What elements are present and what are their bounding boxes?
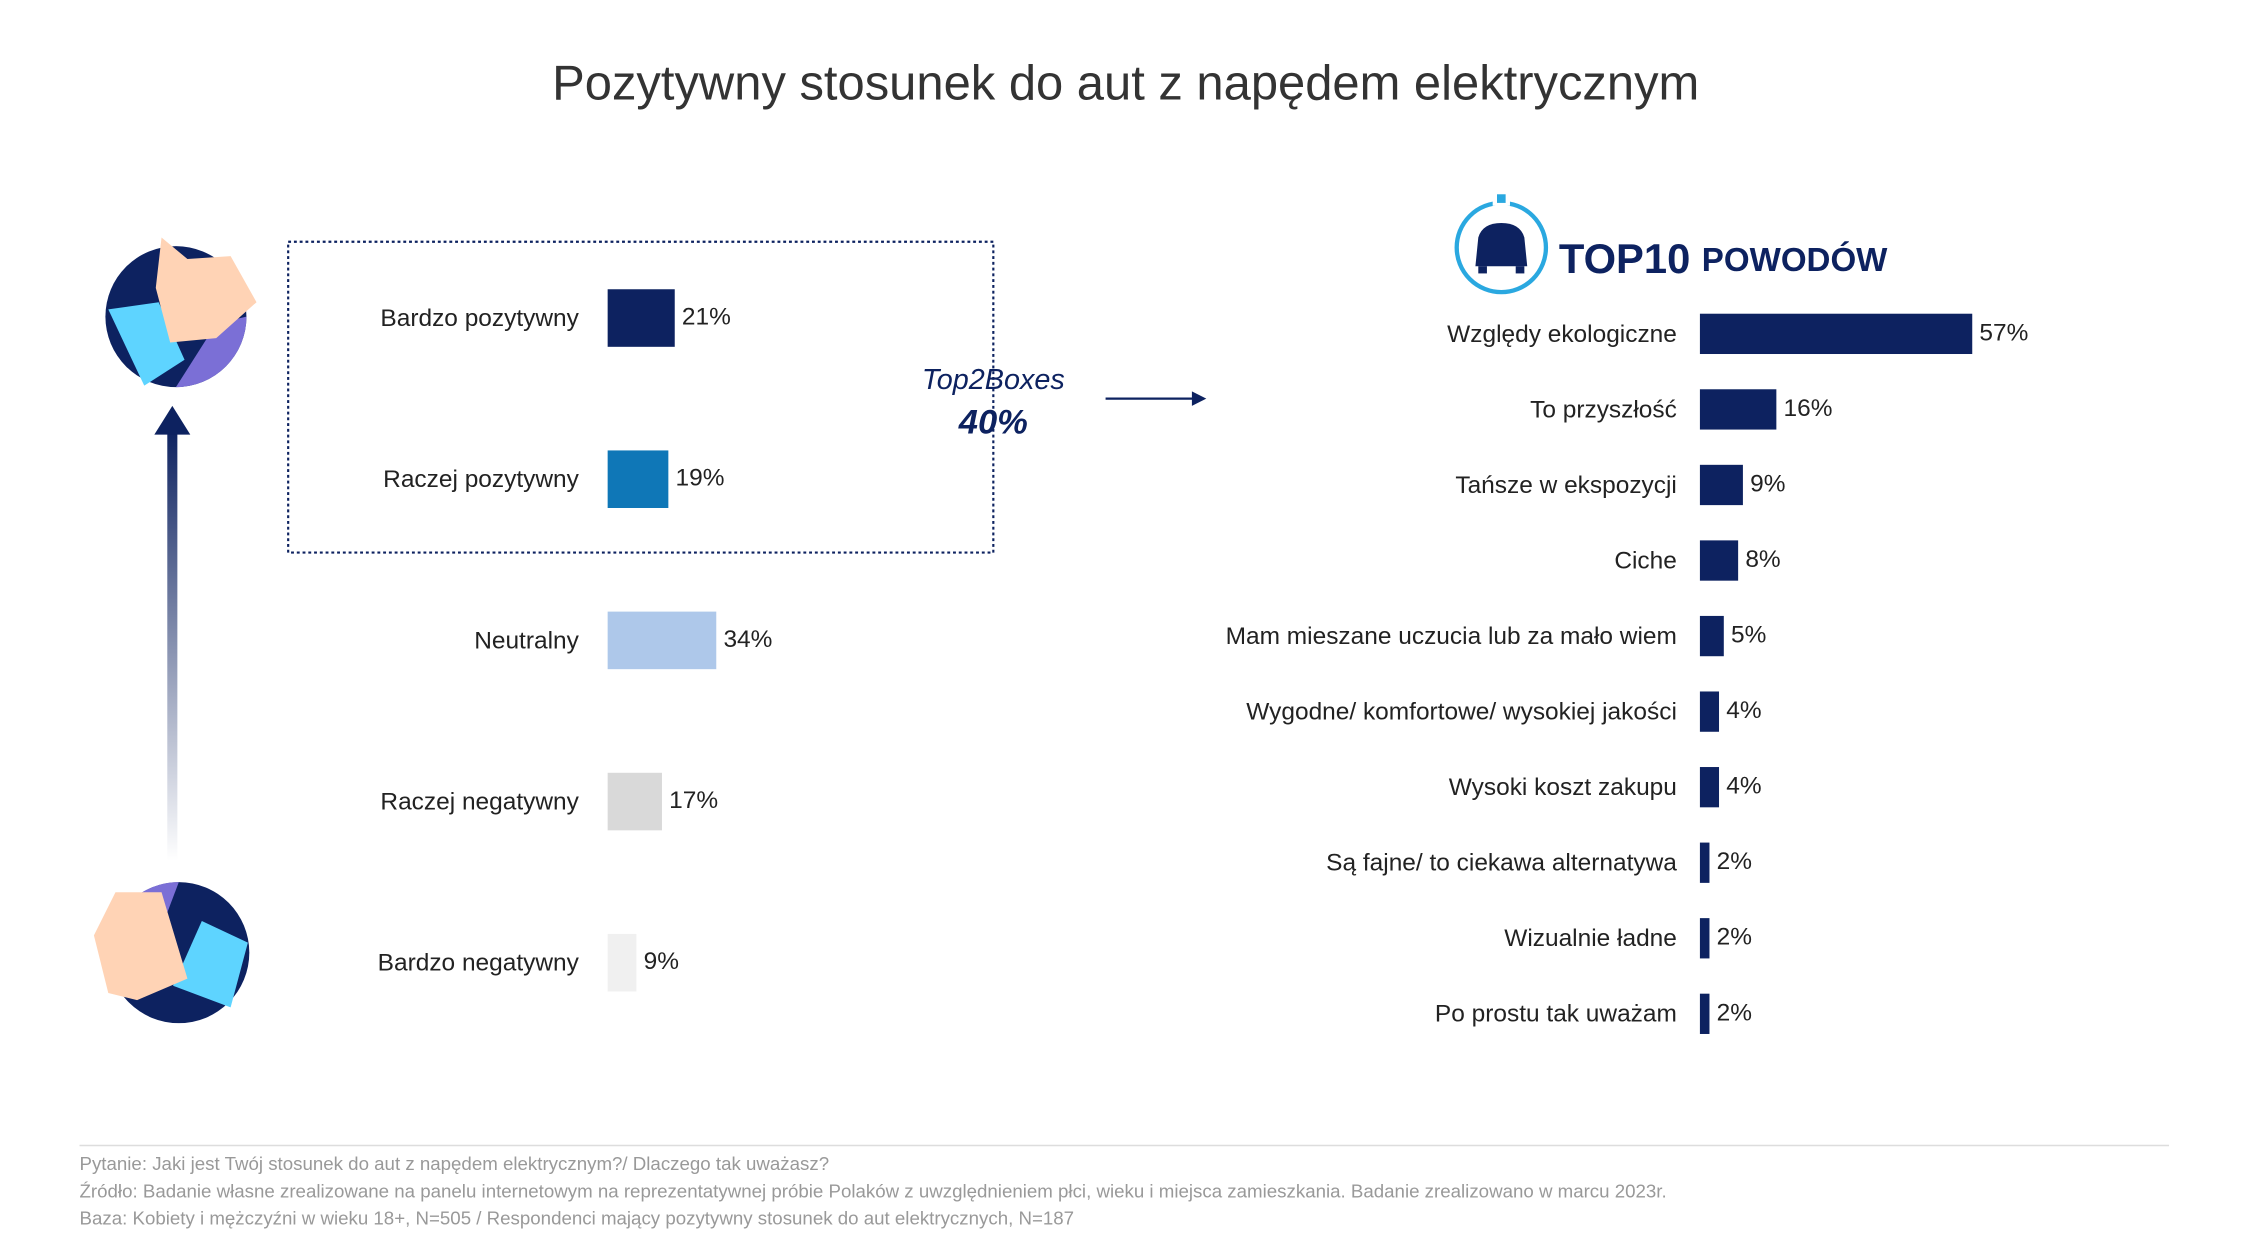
thumbs-down-icon: [93, 882, 250, 1024]
category-label: Wygodne/ komfortowe/ wysokiej jakości: [1246, 699, 1677, 726]
thumbs-up-icon: [105, 237, 257, 388]
panel-title-main: TOP10: [1559, 235, 1690, 282]
bar: [1699, 615, 1724, 657]
category-label: Wizualnie ładne: [1504, 925, 1677, 952]
bar: [607, 289, 675, 347]
bar: [1699, 918, 1710, 959]
category-label: Wysoki koszt zakupu: [1449, 774, 1677, 801]
category-label: Bardzo pozytywny: [380, 305, 579, 332]
value-label: 57%: [1979, 319, 2028, 346]
ev-icon: [1454, 191, 1549, 295]
bar: [1699, 691, 1720, 732]
value-label: 19%: [676, 465, 725, 492]
category-label: Raczej negatywny: [380, 788, 579, 815]
bar: [1699, 993, 1710, 1034]
bar: [1699, 540, 1739, 581]
panel-title-sub: POWODÓW: [1702, 241, 1888, 279]
category-label: Bardzo negatywny: [378, 950, 580, 977]
value-label: 21%: [682, 304, 731, 331]
bar: [607, 450, 669, 508]
value-label: 34%: [723, 626, 772, 653]
category-label: To przyszłość: [1530, 396, 1677, 423]
value-label: 17%: [669, 787, 718, 814]
category-label: Po prostu tak uważam: [1435, 1001, 1677, 1028]
top2-box: [287, 240, 995, 554]
category-label: Neutralny: [474, 627, 579, 654]
footnote: Źródło: Badanie własne zrealizowane na p…: [80, 1180, 1667, 1201]
bar: [1699, 767, 1720, 808]
category-label: Ciche: [1614, 547, 1677, 574]
value-label: 4%: [1726, 697, 1761, 724]
bar: [607, 611, 717, 670]
value-label: 9%: [1750, 470, 1785, 497]
top2-label: Top2Boxes: [922, 364, 1065, 396]
title: Pozytywny stosunek do aut z napędem elek…: [552, 56, 1699, 110]
bar: [607, 772, 662, 831]
value-label: 8%: [1745, 546, 1780, 573]
category-label: Względy ekologiczne: [1447, 321, 1677, 348]
top2-value: 40%: [958, 404, 1028, 442]
trend-arrow: [154, 405, 191, 861]
value-label: 5%: [1731, 622, 1766, 649]
footnote: Baza: Kobiety i mężczyźni w wieku 18+, N…: [80, 1208, 1075, 1229]
bar: [1699, 842, 1710, 883]
value-label: 4%: [1726, 773, 1761, 800]
category-label: Mam mieszane uczucia lub za mało wiem: [1226, 623, 1677, 650]
value-label: 16%: [1784, 395, 1833, 422]
category-label: Raczej pozytywny: [383, 466, 579, 493]
value-label: 2%: [1717, 999, 1752, 1026]
value-label: 9%: [644, 948, 679, 975]
value-label: 2%: [1717, 924, 1752, 951]
bar: [1699, 464, 1743, 506]
panel-title: TOP10 POWODÓW: [1559, 235, 1888, 282]
category-label: Są fajne/ to ciekawa alternatywa: [1326, 850, 1677, 877]
bar: [1699, 389, 1777, 430]
footnote: Pytanie: Jaki jest Twój stosunek do aut …: [80, 1153, 830, 1174]
category-label: Tańsze w ekspozycji: [1455, 472, 1677, 499]
bar: [607, 933, 637, 992]
bar: [1699, 313, 1973, 355]
link-arrow: [1105, 391, 1207, 406]
value-label: 2%: [1717, 848, 1752, 875]
